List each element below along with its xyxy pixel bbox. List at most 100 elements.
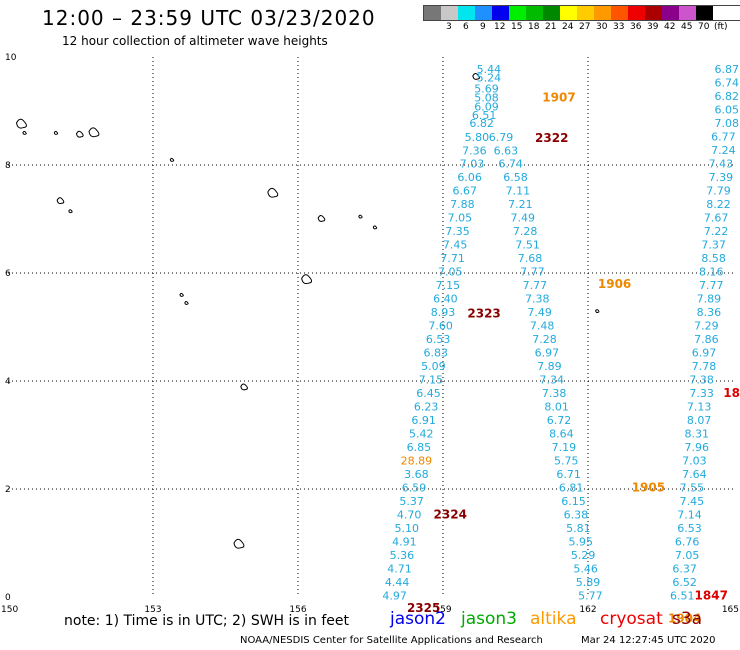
legend-label: 9 [480, 22, 486, 32]
swh-value: 8.93 [431, 306, 456, 319]
swh-value: 7.71 [440, 252, 465, 265]
island-outline [15, 118, 27, 129]
swh-value: 6.23 [414, 400, 439, 413]
legend-label: 42 [664, 22, 676, 32]
swh-value: 7.13 [687, 400, 712, 413]
swh-value: 8.36 [697, 306, 722, 319]
x-tick-label: 165 [722, 605, 739, 615]
swh-value: 6.06 [457, 171, 482, 184]
island-outline [88, 127, 100, 138]
swh-value: 6.97 [692, 346, 717, 359]
swh-value: 7.33 [689, 387, 714, 400]
swh-value: 4.71 [387, 562, 412, 575]
swh-value: 28.89 [401, 454, 433, 467]
legend-swatch [509, 6, 526, 20]
swh-value: 7.22 [704, 225, 729, 238]
island-outline [22, 130, 27, 135]
island-outline [233, 538, 245, 549]
swh-value: 7.15 [436, 279, 461, 292]
pass-time-label: 1847 [695, 588, 728, 602]
swh-value: 5.69 [474, 82, 499, 95]
swh-value: 7.35 [445, 225, 470, 238]
swh-value: 7.55 [680, 481, 705, 494]
y-tick-label: 4 [5, 377, 11, 387]
legend-swatch [475, 6, 492, 20]
swh-value: 5.75 [554, 454, 579, 467]
y-tick-label: 6 [5, 269, 11, 279]
legend-label: 33 [613, 22, 625, 32]
legend-label: 18 [528, 22, 540, 32]
island-outline [372, 225, 378, 230]
y-tick-label: 2 [5, 485, 11, 495]
swh-value: 7.28 [513, 225, 538, 238]
island-outline [184, 301, 189, 305]
swh-value: 7.77 [520, 265, 545, 278]
swh-value: 7.68 [518, 252, 543, 265]
swh-value: 8.64 [549, 427, 574, 440]
x-tick-label: 153 [144, 605, 161, 615]
legend-label: 36 [630, 22, 642, 32]
swh-value: 5.44 [477, 63, 502, 76]
island-outline [169, 157, 175, 162]
swh-value: 7.48 [530, 319, 555, 332]
legend-label: 45 [681, 22, 693, 32]
x-tick-label: 162 [579, 605, 596, 615]
swh-value: 6.87 [715, 63, 740, 76]
swh-value: 7.77 [523, 279, 548, 292]
swh-value: 7.08 [715, 117, 740, 130]
swh-value: 7.67 [704, 211, 729, 224]
legend-swatch [662, 6, 679, 20]
legend-swatches [423, 5, 740, 21]
legend-label: 30 [596, 22, 608, 32]
legend-swatch [679, 6, 696, 20]
island-outline [68, 209, 73, 214]
legend-swatch [441, 6, 458, 20]
legend-label: 12 [494, 22, 506, 32]
x-tick-label: 150 [1, 605, 18, 615]
pass-time-label: 18 [723, 386, 740, 400]
island-outline [267, 187, 279, 198]
swh-value: 7.45 [443, 238, 468, 251]
satellite-name: altika [530, 609, 577, 629]
swh-value: 7.77 [699, 279, 724, 292]
swh-value: 7.38 [525, 292, 550, 305]
swh-value: 7.64 [682, 468, 707, 481]
color-legend: 3 6 9 12 15 18 21 24 27 30 33 36 39 42 45 70 (ft) [423, 5, 740, 35]
legend-swatch [577, 6, 594, 20]
swh-value: 7.24 [711, 144, 736, 157]
swh-value: 7.43 [709, 157, 734, 170]
footer-timestamp: Mar 24 12:27:45 UTC 2020 [581, 635, 716, 646]
legend-label: 3 [446, 22, 452, 32]
pass-time-label: 1905 [632, 480, 665, 494]
swh-value: 6.45 [416, 387, 441, 400]
swh-value: 5.81 [566, 522, 591, 535]
swh-value: 7.51 [515, 238, 540, 251]
footer-credit: NOAA/NESDIS Center for Satellite Applica… [240, 635, 543, 646]
swh-value: 7.49 [511, 211, 536, 224]
swh-value: 6.38 [564, 508, 589, 521]
pass-time-label: 2323 [467, 307, 500, 321]
legend-label: 27 [579, 22, 591, 32]
swh-value: 7.78 [692, 360, 717, 373]
swh-value: 8.16 [699, 265, 724, 278]
swh-value: 5.24 [477, 72, 502, 85]
satellite-name: jason2 [390, 609, 446, 629]
swh-value: 7.89 [537, 360, 562, 373]
swh-value: 6.37 [672, 562, 697, 575]
legend-swatch [560, 6, 577, 20]
legend-label: 15 [511, 22, 523, 32]
island-outline [75, 130, 84, 138]
swh-value: 4.44 [385, 576, 410, 589]
swh-value: 5.42 [409, 427, 434, 440]
island-outline [53, 130, 59, 135]
legend-label: 6 [463, 22, 469, 32]
footer-note: note: 1) Time is in UTC; 2) SWH is in fe… [64, 613, 350, 629]
swh-value: 6.76 [675, 535, 700, 548]
satellite-name: jason3 [461, 609, 517, 629]
swh-value: 7.03 [682, 454, 707, 467]
swh-value: 7.86 [694, 333, 719, 346]
island-outline [301, 274, 313, 285]
swh-value: 6.67 [453, 184, 478, 197]
swh-value: 6.40 [433, 292, 458, 305]
